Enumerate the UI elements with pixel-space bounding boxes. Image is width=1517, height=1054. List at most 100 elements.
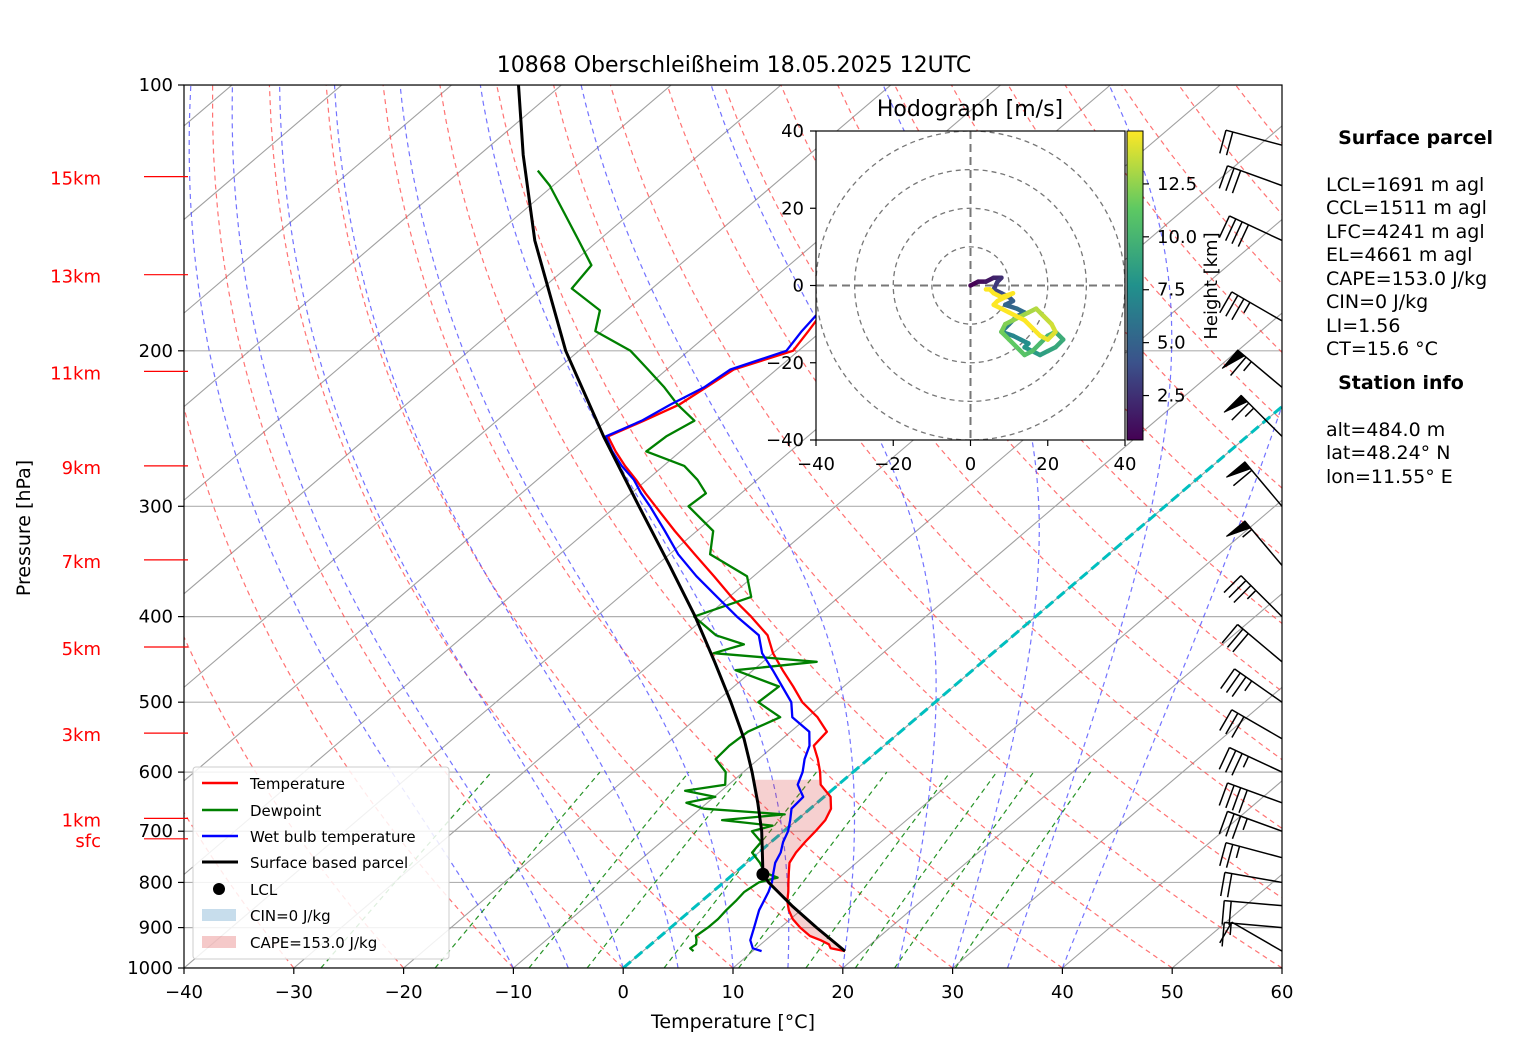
wind-barb: [1220, 668, 1283, 703]
wind-barb: [1221, 623, 1283, 663]
barb-staff: [1224, 921, 1283, 929]
isotherm: [184, 85, 452, 314]
wind-barb: [1226, 520, 1283, 566]
x-tick-label: 30: [941, 982, 964, 1003]
wind-barb: [1221, 899, 1283, 926]
barb-flag: [1223, 575, 1242, 594]
chart-title: 10868 Oberschleißheim 18.05.2025 12UTC: [497, 53, 972, 78]
dry-adiabat: [894, 85, 1282, 557]
hodograph-title: Hodograph [m/s]: [877, 97, 1063, 122]
height-label: 13km: [50, 267, 101, 288]
isotherm: [184, 85, 672, 501]
barb-flag: [1221, 922, 1225, 947]
barb-staff: [1229, 215, 1283, 242]
barb-flag: [1225, 167, 1235, 191]
barb-flag: [1237, 224, 1250, 247]
hodograph-x-tick-label: 0: [965, 454, 976, 475]
mixing-ratio-line: [854, 771, 998, 968]
y-tick-label: 1000: [127, 958, 173, 979]
barb-staff: [1237, 623, 1283, 663]
barb-flag: [1228, 901, 1232, 926]
x-tick-label: 40: [1051, 982, 1074, 1003]
barb-staff: [1227, 165, 1283, 187]
x-tick-label: 50: [1161, 982, 1184, 1003]
height-label: 11km: [50, 363, 101, 384]
barb-flag: [1219, 872, 1226, 897]
axes: −40 −30 −20 −10 0 10 20 30 40 50 60100200300400500…: [127, 75, 1293, 1003]
barb-flag: [1233, 584, 1252, 604]
dry-adiabat: [496, 85, 1173, 968]
surface-parcel-line: LI=1.56: [1326, 314, 1401, 337]
x-tick-label: 0: [617, 982, 628, 1003]
station-info-line: lon=11.55° E: [1326, 465, 1453, 488]
barb-flag: [1218, 215, 1231, 239]
barb-staff: [1227, 810, 1283, 832]
barb-flag: [1218, 747, 1231, 770]
barb-flag: [1219, 921, 1233, 944]
colorbar-tick-label: 10.0: [1157, 227, 1197, 248]
temperature-line: [606, 153, 1024, 953]
moist-adiabat: [1006, 85, 1173, 968]
barb-staff: [1231, 291, 1283, 322]
isotherm: [184, 85, 782, 595]
legend-dewpoint: Dewpoint: [250, 802, 321, 820]
x-tick-label: −40: [165, 982, 203, 1003]
barb-flag: [1231, 170, 1242, 194]
mixing-ratio-line: [894, 771, 1035, 968]
barb-flag: [1231, 753, 1243, 776]
barb-half-flag: [1242, 756, 1250, 768]
moist-adiabat: [479, 85, 790, 968]
barb-flag: [1231, 676, 1247, 698]
colorbar-tick-label: 12.5: [1157, 174, 1197, 195]
barb-flag: [1231, 815, 1242, 839]
dry-adiabat: [609, 85, 1282, 899]
barb-staff: [1244, 461, 1283, 507]
dry-adiabat: [723, 85, 1282, 761]
barb-half-flag: [1235, 846, 1241, 859]
hodograph: −40 −40 −20 −20 0 0 20 20 40 40 Hodograph [m/s] 2…: [766, 97, 1222, 475]
hodograph-y-tick-label: 40: [781, 121, 804, 142]
barb-half-flag: [1242, 818, 1248, 831]
barb-pennant: [1226, 520, 1252, 537]
legend-wet-bulb: Wet bulb temperature: [250, 828, 416, 846]
wind-barb: [1223, 575, 1283, 618]
wind-barb: [1226, 461, 1283, 507]
moist-adiabat: [333, 85, 679, 968]
mixing-ratio-line: [528, 771, 690, 968]
barb-pennant: [1226, 461, 1252, 478]
barb-staff: [1240, 575, 1283, 618]
isotherm: [952, 686, 1282, 968]
wind-barb: [1221, 921, 1283, 947]
hodograph-ring: [892, 207, 1049, 364]
x-tick-label: 20: [831, 982, 854, 1003]
mixing-ratio-line: [663, 771, 817, 968]
y-tick-label: 200: [139, 341, 173, 362]
colorbar-tick-label: 2.5: [1157, 386, 1186, 407]
hodograph-y-tick-label: 20: [781, 198, 804, 219]
surface-parcel-line: LFC=4241 m agl: [1326, 220, 1485, 243]
mixing-ratio-line: [954, 771, 1092, 968]
hodograph-ring: [853, 168, 1088, 403]
dry-adiabat: [382, 85, 953, 968]
barb-flag: [1219, 130, 1227, 154]
isotherm: [513, 312, 1282, 968]
barb-staff: [1237, 349, 1283, 388]
barb-half-flag: [1242, 528, 1253, 538]
moist-adiabat: [188, 85, 514, 968]
hodograph-ring: [931, 246, 1010, 325]
legend-temperature: Temperature: [249, 775, 345, 793]
barb-flag: [1232, 633, 1249, 653]
dry-adiabat: [950, 85, 1282, 489]
barb-flag: [1219, 291, 1233, 314]
barb-flag: [1221, 900, 1225, 925]
hodograph-y-tick-label: −20: [766, 353, 804, 374]
wind-barb: [1223, 394, 1283, 437]
barb-flag: [1225, 295, 1239, 317]
wind-barbs: [1218, 129, 1283, 952]
wind-barb: [1218, 215, 1283, 247]
mixing-ratio-line: [805, 771, 951, 968]
barb-staff: [1231, 709, 1283, 740]
barb-flag: [1231, 298, 1245, 321]
